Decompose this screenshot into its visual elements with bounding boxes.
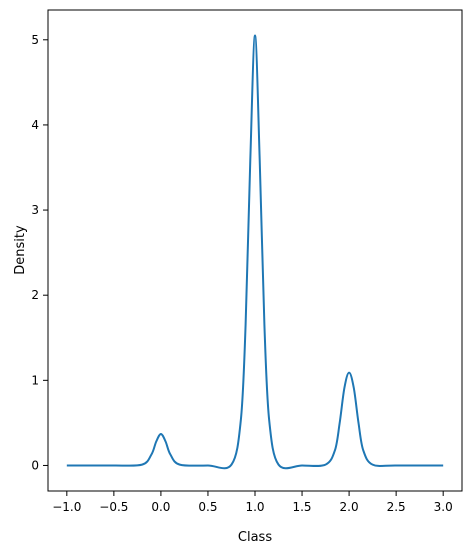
series-group: [66, 34, 444, 470]
x-axis-ticks: −1.0 −0.5 0.0 0.5 1.0 1.5 2.0 2.5 3.0: [52, 491, 453, 514]
x-tick-label: 2.0: [340, 500, 359, 514]
y-tick-label: 5: [31, 33, 39, 47]
y-tick-label: 3: [31, 203, 39, 217]
y-axis-ticks: 0 1 2 3 4 5: [31, 33, 48, 472]
y-axis-label: Density: [13, 225, 28, 275]
x-tick-label: −1.0: [52, 500, 81, 514]
y-tick-label: 2: [31, 288, 39, 302]
y-tick-label: 0: [31, 458, 39, 472]
x-axis-label: Class: [238, 530, 272, 545]
x-tick-label: 1.0: [245, 500, 264, 514]
x-tick-label: 0.5: [198, 500, 217, 514]
x-tick-label: 3.0: [434, 500, 453, 514]
density-line: [66, 34, 444, 470]
x-tick-label: 0.0: [151, 500, 170, 514]
x-tick-label: 2.5: [387, 500, 406, 514]
x-tick-label: 1.5: [292, 500, 311, 514]
y-tick-label: 1: [31, 373, 39, 387]
plot-frame: [47, 9, 463, 492]
y-tick-label: 4: [31, 118, 39, 132]
x-tick-label: −0.5: [99, 500, 128, 514]
